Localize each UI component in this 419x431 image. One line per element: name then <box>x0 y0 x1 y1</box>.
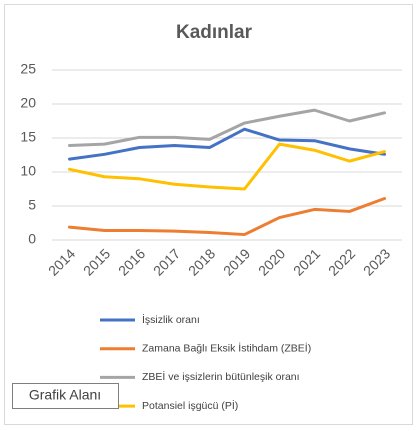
legend-label: Potansiel işgücü (Pİ) <box>142 399 238 412</box>
y-tick-label: 0 <box>28 231 36 247</box>
y-tick-label: 15 <box>20 129 36 145</box>
y-tick-label: 25 <box>20 61 36 77</box>
series-line <box>68 127 386 161</box>
tooltip: Grafik Alanı <box>12 383 119 409</box>
series-line <box>68 108 386 147</box>
y-tick-label: 20 <box>20 95 36 111</box>
series-line <box>68 142 386 191</box>
legend-label: ZBEİ ve işsizlerin bütünleşik oranı <box>142 370 300 383</box>
tooltip-text: Grafik Alanı <box>29 387 101 403</box>
tooltip-box <box>12 383 119 409</box>
y-tick-label: 10 <box>20 163 36 179</box>
legend-label: Zamana Bağlı Eksik İstihdam (ZBEİ) <box>142 341 311 354</box>
chart-frame <box>4 4 413 425</box>
y-tick-label: 5 <box>28 197 36 213</box>
chart-title: Kadınlar <box>176 22 253 43</box>
series-line <box>68 197 386 237</box>
legend-label: İşsizlik oranı <box>142 313 200 326</box>
